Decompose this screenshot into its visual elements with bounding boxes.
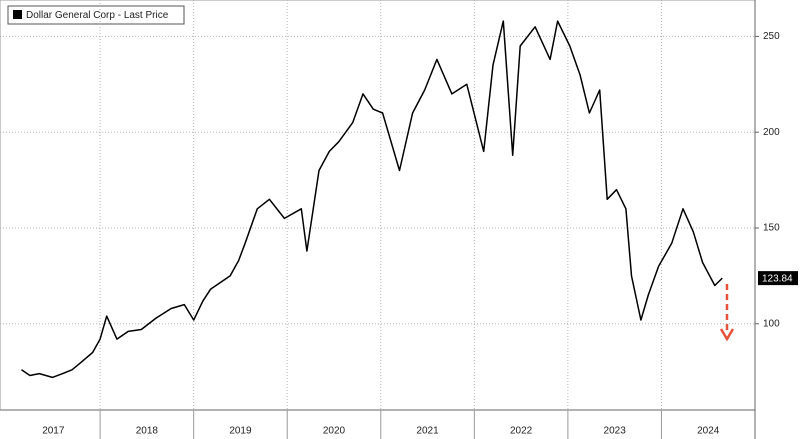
y-tick-label: 100 <box>763 318 780 329</box>
x-tick-label: 2020 <box>323 426 346 437</box>
legend-swatch <box>13 10 22 19</box>
last-price-label: 123.84 <box>762 273 793 284</box>
x-tick-label: 2017 <box>42 426 65 437</box>
price-line <box>21 20 723 379</box>
x-tick-label: 2022 <box>510 426 533 437</box>
legend-label: Dollar General Corp - Last Price <box>26 10 169 21</box>
x-tick-label: 2024 <box>697 426 720 437</box>
annotation-arrow <box>719 284 735 342</box>
y-tick-label: 150 <box>763 223 780 234</box>
x-tick-label: 2021 <box>416 426 439 437</box>
legend: Dollar General Corp - Last Price <box>7 5 185 25</box>
x-tick-label: 2023 <box>604 426 627 437</box>
x-tick-label: 2018 <box>136 426 159 437</box>
plot-area <box>0 0 756 411</box>
y-tick-label: 250 <box>763 31 780 42</box>
last-price-box <box>758 271 798 286</box>
y-tick-label: 200 <box>763 127 780 138</box>
x-tick-label: 2019 <box>229 426 252 437</box>
arrow-head <box>719 328 735 342</box>
legend-box <box>7 5 185 25</box>
